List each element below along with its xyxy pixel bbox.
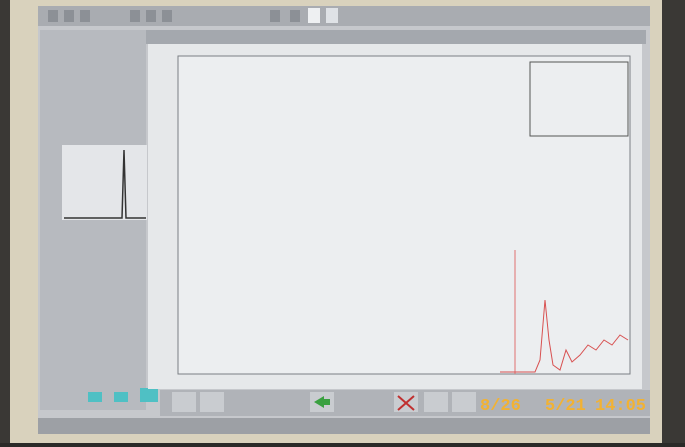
plot-area [178, 56, 630, 374]
stamp-time: 14:05 [595, 397, 646, 416]
mini-spectrum [62, 145, 147, 220]
button[interactable] [424, 392, 448, 412]
button[interactable] [172, 392, 196, 412]
buttons[interactable] [172, 392, 476, 412]
button[interactable] [452, 392, 476, 412]
button[interactable] [200, 392, 224, 412]
taskbar [38, 418, 650, 434]
stamp-date: 8/26 [480, 397, 521, 416]
camera-stamp: 8/26 5/21 14:05 [480, 397, 646, 416]
page: {"camera_stamp": {"date": "8/26", "day":… [0, 0, 685, 443]
stamp-day: 5/21 [545, 397, 586, 416]
tab-bar [146, 30, 646, 44]
toolbar [38, 6, 650, 26]
photo: 8/26 5/21 14:05 [0, 0, 685, 443]
